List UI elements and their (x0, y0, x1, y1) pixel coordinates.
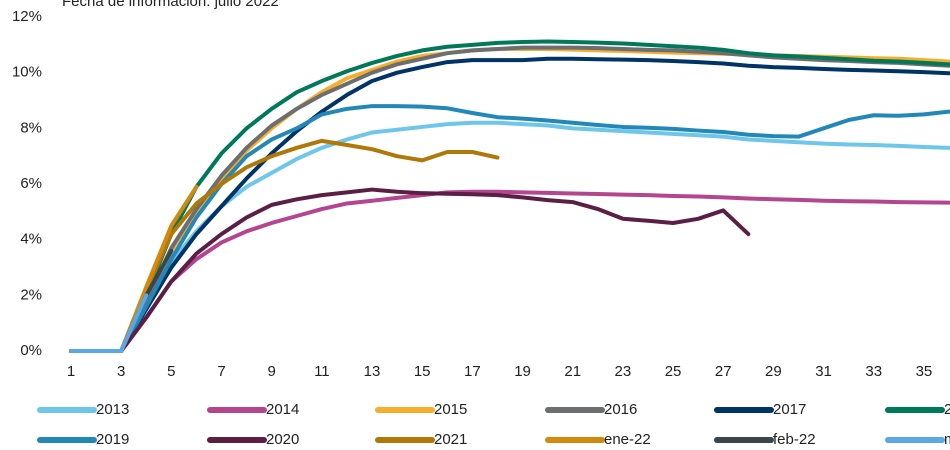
y-tick-label: 2% (20, 286, 42, 303)
x-tick-label: 29 (765, 363, 782, 380)
chart-subtitle: Fecha de información: julio 2022 (62, 0, 279, 10)
x-tick-label: 1 (67, 363, 75, 380)
line (69, 39, 950, 353)
line (69, 45, 950, 353)
line (69, 189, 950, 353)
legend-label: 2015 (434, 401, 467, 418)
y-tick-label: 10% (12, 64, 42, 81)
legend-label: 2019 (96, 431, 129, 448)
legend-label: 2013 (96, 401, 129, 418)
legend-label: mar-22 (944, 431, 950, 448)
x-tick-label: 31 (815, 363, 832, 380)
legend-label: 2018 (944, 401, 950, 418)
x-tick-label: 33 (865, 363, 882, 380)
legend-label: 2021 (434, 431, 467, 448)
x-tick-label: 13 (364, 363, 381, 380)
legend-label: feb-22 (773, 431, 816, 448)
x-tick-label: 25 (665, 363, 682, 380)
x-tick-label: 19 (514, 363, 531, 380)
x-tick-label: 11 (314, 363, 330, 380)
legend-label: 2017 (773, 401, 806, 418)
y-tick-label: 4% (20, 231, 42, 248)
x-tick-label: 9 (268, 363, 276, 380)
x-tick-label: 17 (464, 363, 481, 380)
x-tick-label: 21 (564, 363, 581, 380)
x-tick-label: 7 (217, 363, 225, 380)
line (69, 56, 950, 353)
line (69, 293, 149, 353)
x-tick-label: 5 (167, 363, 175, 380)
x-tick-label: 23 (615, 363, 632, 380)
y-tick-label: 6% (20, 175, 42, 192)
legend-label: 2014 (266, 401, 299, 418)
x-tick-label: 35 (916, 363, 933, 380)
y-tick-label: 8% (20, 119, 42, 136)
legend-label: 2020 (266, 431, 299, 448)
line (69, 120, 950, 353)
y-tick-label: 12% (12, 8, 42, 25)
legend-label: 2016 (604, 401, 637, 418)
x-tick-label: 27 (715, 363, 732, 380)
y-tick-label: 0% (20, 342, 42, 359)
line (69, 187, 751, 353)
x-tick-label: 15 (414, 363, 431, 380)
legend-label: ene-22 (604, 431, 651, 448)
x-tick-label: 3 (117, 363, 125, 380)
